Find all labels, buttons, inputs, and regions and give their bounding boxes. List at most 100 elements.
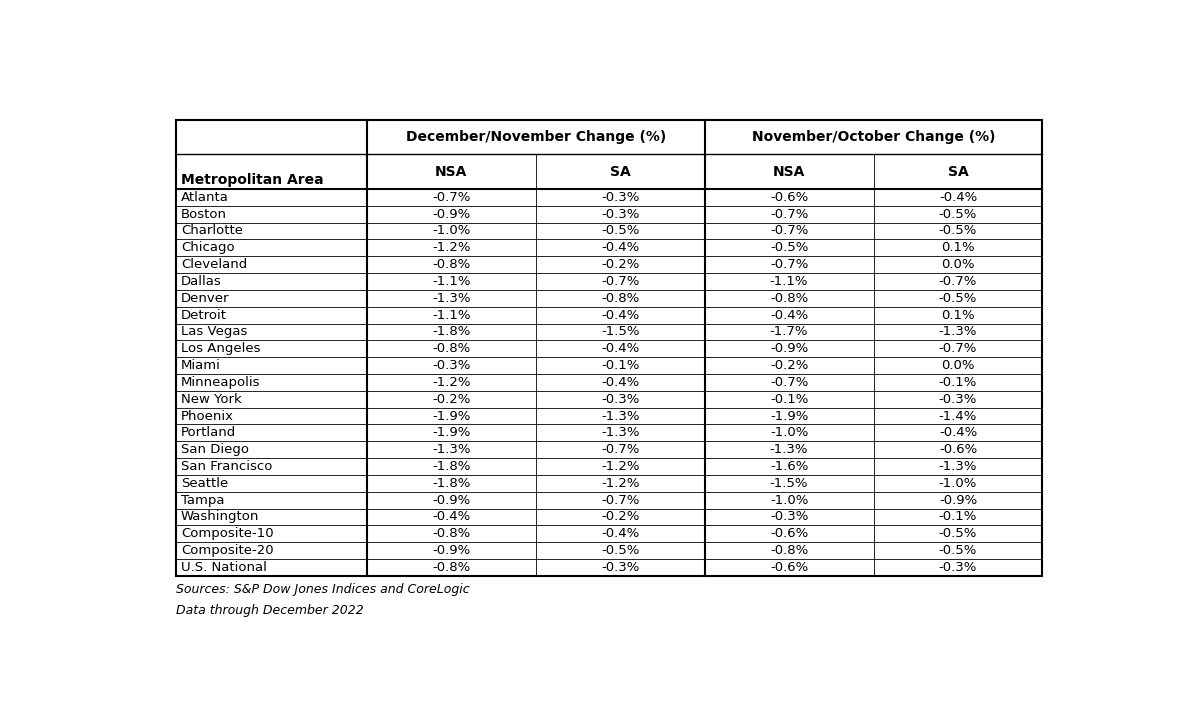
Text: -0.2%: -0.2% bbox=[600, 258, 640, 271]
Text: San Francisco: San Francisco bbox=[181, 460, 272, 473]
Text: Charlotte: Charlotte bbox=[181, 225, 243, 238]
Text: -1.3%: -1.3% bbox=[600, 427, 640, 440]
Text: -0.7%: -0.7% bbox=[939, 342, 977, 355]
Text: -0.2%: -0.2% bbox=[600, 510, 640, 523]
Text: -0.3%: -0.3% bbox=[600, 208, 640, 221]
Text: -1.0%: -1.0% bbox=[432, 225, 471, 238]
Text: -1.5%: -1.5% bbox=[769, 477, 809, 490]
Text: Los Angeles: Los Angeles bbox=[181, 342, 260, 355]
Text: -1.9%: -1.9% bbox=[432, 409, 471, 422]
Text: -1.8%: -1.8% bbox=[432, 326, 471, 339]
Text: December/November Change (%): December/November Change (%) bbox=[405, 130, 666, 144]
Text: SA: SA bbox=[610, 165, 630, 179]
Text: Data through December 2022: Data through December 2022 bbox=[176, 604, 364, 617]
Text: -0.8%: -0.8% bbox=[602, 292, 640, 305]
Text: Atlanta: Atlanta bbox=[181, 191, 228, 204]
Text: -0.3%: -0.3% bbox=[600, 561, 640, 574]
Text: NSA: NSA bbox=[773, 165, 805, 179]
Text: -0.8%: -0.8% bbox=[432, 342, 471, 355]
Text: -0.6%: -0.6% bbox=[770, 527, 809, 540]
Text: -1.0%: -1.0% bbox=[770, 494, 809, 507]
Text: -0.7%: -0.7% bbox=[770, 225, 809, 238]
Text: -0.8%: -0.8% bbox=[770, 292, 809, 305]
Text: -0.3%: -0.3% bbox=[939, 393, 977, 406]
Text: -1.6%: -1.6% bbox=[770, 460, 809, 473]
Text: -1.3%: -1.3% bbox=[769, 443, 809, 456]
Text: -0.7%: -0.7% bbox=[600, 443, 640, 456]
Text: -1.0%: -1.0% bbox=[939, 477, 977, 490]
Text: -1.1%: -1.1% bbox=[769, 275, 809, 288]
Text: -1.1%: -1.1% bbox=[432, 308, 471, 321]
Text: -1.3%: -1.3% bbox=[600, 409, 640, 422]
Text: -0.6%: -0.6% bbox=[770, 561, 809, 574]
Text: -0.3%: -0.3% bbox=[939, 561, 977, 574]
Text: -0.5%: -0.5% bbox=[939, 208, 977, 221]
Text: -0.3%: -0.3% bbox=[432, 359, 471, 372]
Text: -0.5%: -0.5% bbox=[939, 544, 977, 557]
Text: -1.3%: -1.3% bbox=[432, 443, 471, 456]
Text: Phoenix: Phoenix bbox=[181, 409, 234, 422]
Text: Composite-20: Composite-20 bbox=[181, 544, 273, 557]
Text: -0.4%: -0.4% bbox=[770, 308, 809, 321]
Text: November/October Change (%): November/October Change (%) bbox=[751, 130, 995, 144]
Text: -0.5%: -0.5% bbox=[600, 544, 640, 557]
Text: Sources: S&P Dow Jones Indices and CoreLogic: Sources: S&P Dow Jones Indices and CoreL… bbox=[176, 583, 470, 596]
Text: -0.1%: -0.1% bbox=[600, 359, 640, 372]
Text: Las Vegas: Las Vegas bbox=[181, 326, 247, 339]
Text: Cleveland: Cleveland bbox=[181, 258, 247, 271]
Text: -0.5%: -0.5% bbox=[600, 225, 640, 238]
Text: -0.4%: -0.4% bbox=[602, 342, 640, 355]
Text: -0.4%: -0.4% bbox=[939, 191, 977, 204]
Text: Washington: Washington bbox=[181, 510, 259, 523]
Text: Tampa: Tampa bbox=[181, 494, 225, 507]
Text: -1.2%: -1.2% bbox=[600, 477, 640, 490]
Text: -1.4%: -1.4% bbox=[939, 409, 977, 422]
Text: Metropolitan Area: Metropolitan Area bbox=[181, 173, 323, 187]
Text: -0.1%: -0.1% bbox=[770, 393, 809, 406]
Text: -0.3%: -0.3% bbox=[600, 191, 640, 204]
Text: Boston: Boston bbox=[181, 208, 227, 221]
Text: 0.0%: 0.0% bbox=[942, 359, 975, 372]
Text: -0.8%: -0.8% bbox=[432, 258, 471, 271]
Text: -0.6%: -0.6% bbox=[939, 443, 977, 456]
Text: -0.8%: -0.8% bbox=[432, 527, 471, 540]
Text: -0.7%: -0.7% bbox=[600, 494, 640, 507]
Text: -1.0%: -1.0% bbox=[770, 427, 809, 440]
Text: -0.9%: -0.9% bbox=[432, 544, 471, 557]
Text: NSA: NSA bbox=[435, 165, 467, 179]
Text: U.S. National: U.S. National bbox=[181, 561, 266, 574]
Text: -0.7%: -0.7% bbox=[600, 275, 640, 288]
Text: -1.5%: -1.5% bbox=[600, 326, 640, 339]
Text: Minneapolis: Minneapolis bbox=[181, 376, 260, 389]
Text: -1.8%: -1.8% bbox=[432, 477, 471, 490]
Text: -1.3%: -1.3% bbox=[939, 326, 977, 339]
Text: -0.1%: -0.1% bbox=[939, 376, 977, 389]
Text: -0.4%: -0.4% bbox=[602, 376, 640, 389]
Text: -0.2%: -0.2% bbox=[770, 359, 809, 372]
Text: Seattle: Seattle bbox=[181, 477, 228, 490]
Text: -1.8%: -1.8% bbox=[432, 460, 471, 473]
Text: -0.4%: -0.4% bbox=[432, 510, 471, 523]
Text: -0.4%: -0.4% bbox=[602, 308, 640, 321]
Text: -0.7%: -0.7% bbox=[770, 258, 809, 271]
Text: -1.3%: -1.3% bbox=[939, 460, 977, 473]
Text: -1.9%: -1.9% bbox=[432, 427, 471, 440]
Text: -0.7%: -0.7% bbox=[432, 191, 471, 204]
Text: -0.3%: -0.3% bbox=[600, 393, 640, 406]
Text: -0.4%: -0.4% bbox=[939, 427, 977, 440]
Text: -1.1%: -1.1% bbox=[432, 275, 471, 288]
Text: -0.6%: -0.6% bbox=[770, 191, 809, 204]
Text: -1.3%: -1.3% bbox=[432, 292, 471, 305]
Text: San Diego: San Diego bbox=[181, 443, 249, 456]
Text: -0.4%: -0.4% bbox=[602, 527, 640, 540]
Text: Portland: Portland bbox=[181, 427, 237, 440]
Text: -0.7%: -0.7% bbox=[770, 208, 809, 221]
Text: -1.7%: -1.7% bbox=[769, 326, 809, 339]
Text: -1.2%: -1.2% bbox=[432, 376, 471, 389]
Text: 0.1%: 0.1% bbox=[942, 308, 975, 321]
Text: -1.2%: -1.2% bbox=[600, 460, 640, 473]
Text: -0.7%: -0.7% bbox=[770, 376, 809, 389]
Text: -0.8%: -0.8% bbox=[432, 561, 471, 574]
Text: Dallas: Dallas bbox=[181, 275, 221, 288]
Text: -0.9%: -0.9% bbox=[432, 208, 471, 221]
